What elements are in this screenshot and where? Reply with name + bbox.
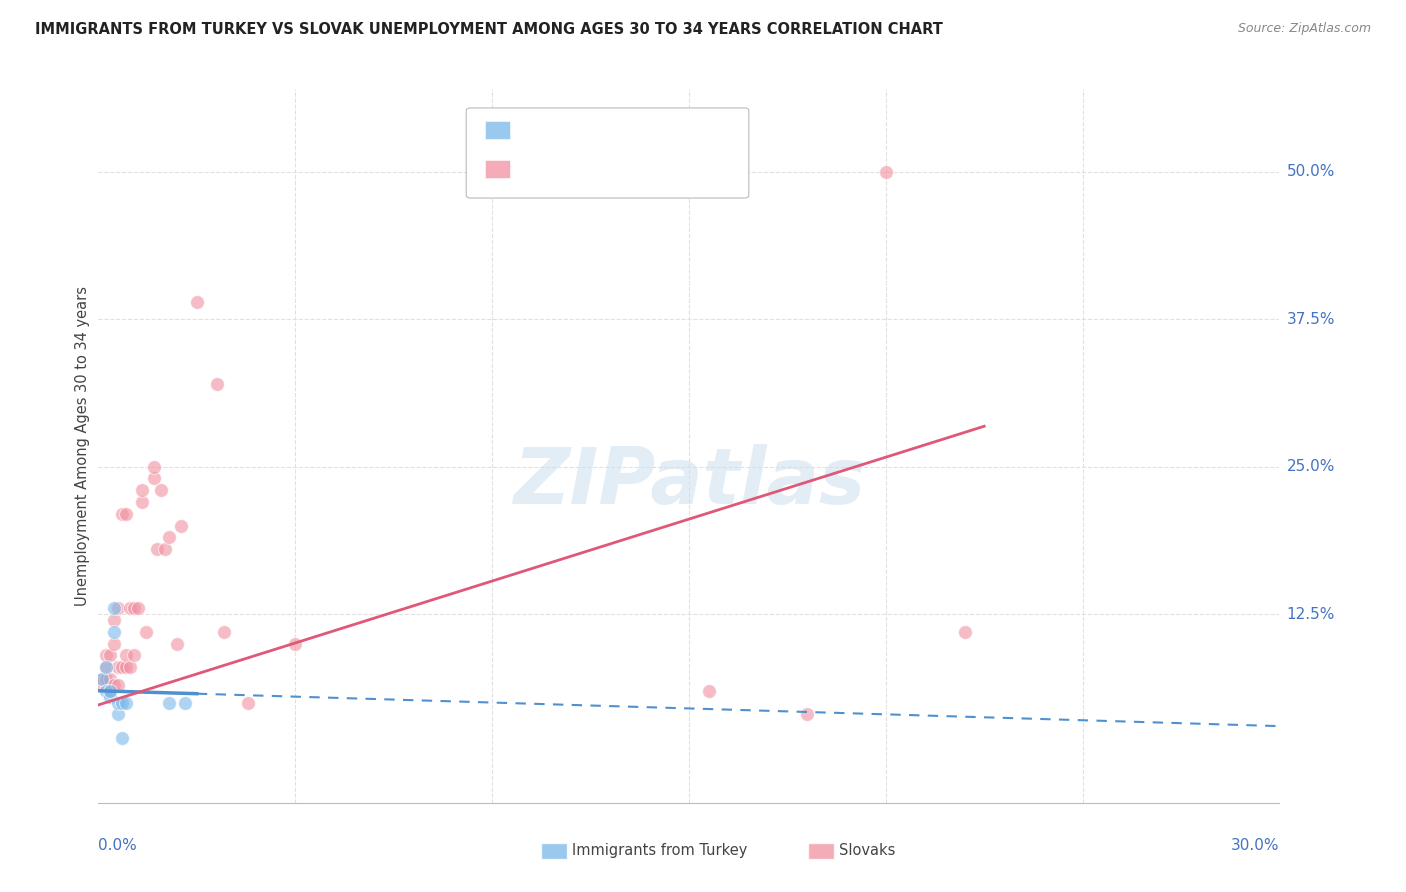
Point [107,660,129,674]
Text: 50.0%: 50.0% [1286,164,1334,179]
Point [953,624,976,639]
Point [96,660,118,674]
Text: 0.455: 0.455 [553,161,599,176]
Point [118,601,141,615]
Text: -0.056: -0.056 [553,123,605,137]
Text: Source: ZipAtlas.com: Source: ZipAtlas.com [1237,22,1371,36]
Text: 44: 44 [651,161,671,176]
Text: IMMIGRANTS FROM TURKEY VS SLOVAK UNEMPLOYMENT AMONG AGES 30 TO 34 YEARS CORRELAT: IMMIGRANTS FROM TURKEY VS SLOVAK UNEMPLO… [35,22,943,37]
Text: R =: R = [519,161,550,176]
Point [98,648,121,663]
Y-axis label: Unemployment Among Ages 30 to 34 years: Unemployment Among Ages 30 to 34 years [75,286,90,606]
Point [796,707,818,722]
Point [142,471,165,485]
Text: 37.5%: 37.5% [1286,311,1334,326]
Point [205,377,228,392]
Point [118,660,141,674]
Point [157,696,180,710]
Text: 30.0%: 30.0% [1232,838,1279,854]
Point [122,601,145,615]
Point [111,507,134,521]
Text: 0.0%: 0.0% [98,838,138,854]
Text: N =: N = [609,161,650,176]
Point [875,165,897,179]
Point [107,678,129,692]
Point [103,613,125,627]
Text: 25.0%: 25.0% [1286,459,1334,475]
Point [150,483,173,498]
Text: ZIPatlas: ZIPatlas [513,443,865,520]
Point [131,495,153,509]
Point [186,294,208,309]
Point [103,601,125,615]
Point [115,696,138,710]
Point [96,648,118,663]
Point [103,636,125,650]
Point [131,483,153,498]
Point [166,636,188,650]
Point [98,683,121,698]
Point [127,601,149,615]
Point [91,672,114,686]
Point [157,530,180,544]
Point [115,507,138,521]
Point [96,683,118,698]
Point [103,624,125,639]
Text: 14: 14 [651,123,671,137]
Point [107,696,129,710]
Point [96,660,118,674]
Point [214,624,236,639]
Point [115,648,138,663]
Point [111,696,134,710]
Point [284,636,307,650]
Text: 12.5%: 12.5% [1286,607,1334,622]
Point [170,518,193,533]
Text: N =: N = [609,123,650,137]
Point [103,678,125,692]
Text: Slovaks: Slovaks [839,844,896,858]
Point [146,542,169,557]
Point [122,648,145,663]
Point [98,683,121,698]
Point [98,672,121,686]
Point [697,683,720,698]
Point [135,624,157,639]
Point [107,707,129,722]
Point [111,660,134,674]
Point [96,672,118,686]
Point [236,696,259,710]
Point [155,542,177,557]
Point [107,601,129,615]
Point [115,660,138,674]
Point [98,690,121,704]
Point [174,696,197,710]
Point [142,459,165,474]
Text: Immigrants from Turkey: Immigrants from Turkey [572,844,748,858]
Point [111,731,134,745]
Point [91,678,114,692]
Point [91,672,114,686]
Text: R =: R = [519,123,550,137]
